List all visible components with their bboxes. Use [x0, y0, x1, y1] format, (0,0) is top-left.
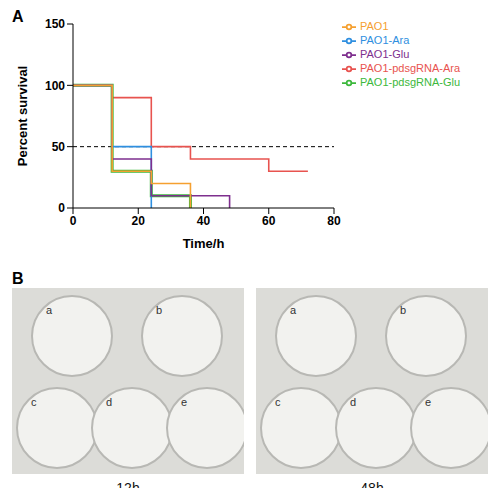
svg-text:Percent survival: Percent survival — [15, 66, 30, 166]
html-text:12h: 12h — [116, 480, 140, 496]
html-text:PAO1-pdsgRNA-Ara: PAO1-pdsgRNA-Ara — [360, 62, 461, 75]
html-text:PAO1-Glu: PAO1-Glu — [360, 48, 410, 61]
svg-text:e: e — [425, 396, 431, 408]
svg-text:60: 60 — [262, 214, 276, 228]
svg-text:20: 20 — [132, 214, 146, 228]
html-text:B: B — [12, 270, 24, 287]
svg-text:a: a — [46, 304, 53, 316]
svg-text:Time/h: Time/h — [183, 236, 225, 251]
svg-text:0: 0 — [70, 214, 77, 228]
svg-text:c: c — [31, 396, 37, 408]
svg-text:a: a — [290, 304, 297, 316]
svg-text:b: b — [156, 304, 162, 316]
svg-text:40: 40 — [197, 214, 211, 228]
svg-text:c: c — [275, 396, 281, 408]
svg-text:e: e — [181, 396, 187, 408]
html-text:48h: 48h — [360, 480, 384, 496]
svg-text:d: d — [106, 396, 112, 408]
svg-text:d: d — [350, 396, 356, 408]
html-text:PAO1-pdsgRNA-Glu: PAO1-pdsgRNA-Glu — [360, 76, 461, 89]
svg-text:50: 50 — [52, 140, 66, 154]
svg-text:80: 80 — [327, 214, 341, 228]
svg-text:150: 150 — [45, 17, 65, 31]
html-text:A: A — [12, 8, 24, 25]
svg-text:100: 100 — [45, 79, 65, 93]
html-text:PAO1: PAO1 — [360, 20, 389, 32]
svg-text:0: 0 — [58, 201, 65, 215]
svg-text:b: b — [400, 304, 406, 316]
html-text:PAO1-Ara: PAO1-Ara — [360, 34, 410, 47]
